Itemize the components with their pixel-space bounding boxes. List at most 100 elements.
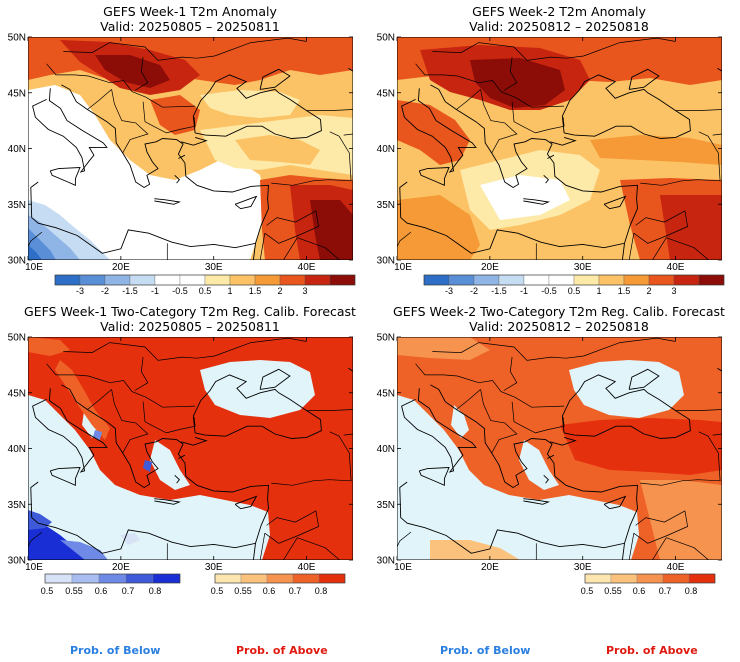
country-border	[264, 210, 319, 244]
lat-tick-label: 40N	[8, 144, 26, 155]
coastline	[401, 88, 477, 173]
anomaly-colorbar-bin	[448, 274, 475, 286]
country-border	[456, 89, 481, 110]
prob-below-colorbar-bin	[44, 573, 73, 584]
lat-tick-label: 45N	[377, 388, 395, 399]
prob-below-colorbar-tick: 0.7	[122, 586, 135, 596]
coastline	[550, 136, 577, 146]
prob-below-colorbar-frame	[44, 573, 181, 584]
country-border	[134, 57, 149, 91]
country-border	[503, 357, 518, 391]
coastline-group	[397, 37, 722, 260]
lon-tick-label: 30E	[574, 262, 592, 273]
prob-above-colorbar-right-tick: 0.55	[604, 586, 622, 596]
panel-valid-week1-probability: Valid: 20250805 – 20250811	[100, 319, 280, 334]
coastline	[543, 474, 550, 484]
prob-below-colorbar-tick: 0.6	[95, 586, 108, 596]
prob-above-colorbar-tick: 0.55	[234, 586, 252, 596]
coastline	[234, 495, 258, 510]
anomaly-colorbar-tick: 1.5	[249, 286, 262, 296]
coastline	[259, 368, 291, 390]
prob-above-colorbar-bin	[318, 573, 346, 584]
coastline	[550, 436, 577, 446]
country-border	[63, 37, 307, 61]
country-border	[87, 89, 112, 110]
anomaly-colorbar-tick: -0.5	[541, 286, 557, 296]
anomaly-colorbar-tick: -0.5	[172, 286, 188, 296]
colorbars: -3 -2 -1.5 -1 -0.5 0.5 1 1.5 2 3 -3 -2 -1.5 -1 -0.5 0.5…	[41, 274, 725, 596]
panel-title-week2-probability: GEFS Week-2 Two-Category T2m Reg. Calib.…	[393, 304, 725, 319]
coastline	[32, 388, 108, 473]
coastline	[621, 543, 625, 560]
lat-tick-label: 50N	[8, 333, 26, 344]
country-border	[548, 417, 565, 430]
prob-above-label-right: Prob. of Above	[606, 644, 698, 657]
coastline	[192, 74, 322, 139]
coastline	[181, 136, 208, 146]
lon-tick-label: 20E	[112, 262, 130, 273]
anomaly-colorbar-tick: 1	[227, 286, 232, 296]
country-border	[46, 363, 196, 408]
country-border	[675, 409, 722, 411]
coastline	[192, 374, 322, 439]
lon-tick-label: 20E	[481, 562, 499, 573]
country-border	[282, 537, 298, 560]
prob-below-colorbar-tick: 0.55	[65, 586, 83, 596]
country-border	[712, 133, 722, 136]
prob-above-colorbar-bin	[214, 573, 242, 584]
country-border	[633, 510, 688, 544]
country-border	[511, 101, 549, 134]
coastline	[621, 243, 625, 260]
coastline	[561, 74, 691, 139]
anomaly-colorbar-tick: 3	[302, 286, 307, 296]
coastline	[174, 174, 181, 184]
prob-above-colorbar-bin	[292, 573, 320, 584]
anomaly-colorbar-tick: 0.5	[568, 286, 581, 296]
country-border	[666, 537, 710, 560]
country-border	[134, 357, 149, 391]
anomaly-colorbar-tick: -2	[101, 286, 109, 296]
coastline-group	[28, 37, 353, 260]
country-border	[142, 101, 180, 134]
country-border	[179, 117, 196, 130]
lat-tick-label: 50N	[377, 333, 395, 344]
lon-tick-label: 20E	[481, 262, 499, 273]
anomaly-colorbar-bin	[54, 274, 81, 286]
coastline	[154, 498, 182, 505]
lon-tick-label: 30E	[574, 562, 592, 573]
country-border	[628, 533, 635, 560]
prob-above-colorbar-right-tick: 0.5	[581, 586, 594, 596]
country-border	[87, 389, 112, 410]
coastline	[523, 198, 551, 205]
coastlines	[28, 37, 722, 560]
anomaly-colorbar-bin	[204, 274, 231, 286]
country-border	[343, 133, 353, 136]
anomaly-colorbar-tick: -3	[445, 286, 453, 296]
lat-tick-label: 35N	[8, 500, 26, 511]
coastline	[418, 167, 450, 186]
anomaly-colorbar-tick: 1.5	[618, 286, 631, 296]
anomaly-colorbar-bin	[698, 274, 725, 286]
country-border	[264, 510, 319, 544]
lat-tick-label: 45N	[8, 88, 26, 99]
prob-above-label-left: Prob. of Above	[236, 644, 328, 657]
country-border	[46, 63, 196, 108]
country-border	[63, 337, 307, 361]
prob-below-label-left: Prob. of Below	[70, 644, 161, 657]
panel-week2-anomaly	[397, 37, 722, 260]
prob-above-colorbar-tick: 0.5	[211, 586, 224, 596]
coastline	[523, 498, 551, 505]
country-border	[282, 237, 298, 260]
panel-valid-week1-anomaly: Valid: 20250805 – 20250811	[100, 19, 280, 34]
prob-below-colorbar-bin	[152, 573, 181, 584]
anomaly-colorbar-tick: 3	[671, 286, 676, 296]
country-border	[415, 63, 565, 108]
coastline	[543, 174, 550, 184]
country-border	[666, 237, 710, 260]
country-border	[397, 231, 412, 248]
lat-tick-label: 30N	[377, 556, 395, 567]
lat-tick-label: 45N	[377, 88, 395, 99]
country-border	[271, 431, 352, 486]
lon-tick-label: 40E	[298, 262, 316, 273]
